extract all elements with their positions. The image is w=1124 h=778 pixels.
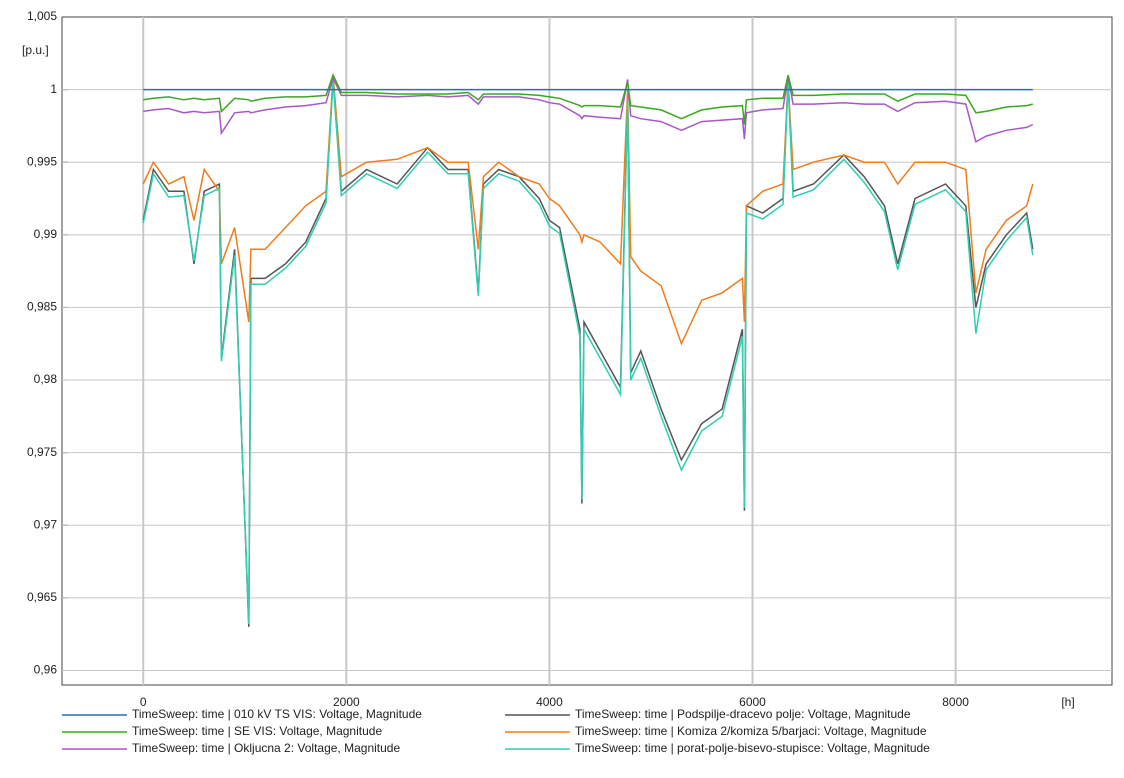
x-tick-label: 0: [140, 695, 147, 709]
series-line: [142, 75, 1034, 346]
y-tick-label: 0,96: [34, 663, 58, 677]
legend-label: TimeSweep: time | Okljucna 2: Voltage, M…: [132, 741, 400, 755]
legend-label: TimeSweep: time | SE VIS: Voltage, Magni…: [132, 724, 382, 738]
x-tick-label: 4000: [536, 695, 563, 709]
y-tick-label: 0,995: [27, 154, 57, 168]
legend-label: TimeSweep: time | porat-polje-bisevo-stu…: [575, 741, 930, 755]
y-tick-label: 0,985: [27, 300, 57, 314]
series-line: [143, 75, 1034, 144]
series-line: [142, 77, 1034, 627]
plot-frame: [61, 16, 1113, 686]
y-tick-label: 0,97: [34, 517, 58, 531]
x-tick-label: 8000: [942, 695, 969, 709]
y-axis-label: [p.u.]: [22, 43, 49, 57]
legend-label: TimeSweep: time | Komiza 2/komiza 5/barj…: [575, 724, 927, 738]
x-axis-label: [h]: [1061, 695, 1074, 709]
legend-label: TimeSweep: time | 010 kV TS VIS: Voltage…: [132, 707, 422, 721]
legend-label: TimeSweep: time | Podspilje-dracevo polj…: [575, 707, 911, 721]
x-tick-label: 6000: [739, 695, 766, 709]
y-tick-label: 0,965: [27, 590, 57, 604]
y-tick-label: 1,005: [27, 9, 57, 23]
series-line: [142, 80, 1034, 625]
series-line: [143, 73, 1033, 125]
y-tick-label: 0,98: [34, 372, 58, 386]
y-tick-label: 0,975: [27, 445, 57, 459]
y-tick-label: 1: [50, 82, 57, 96]
y-tick-label: 0,99: [34, 227, 58, 241]
x-tick-label: 2000: [333, 695, 360, 709]
